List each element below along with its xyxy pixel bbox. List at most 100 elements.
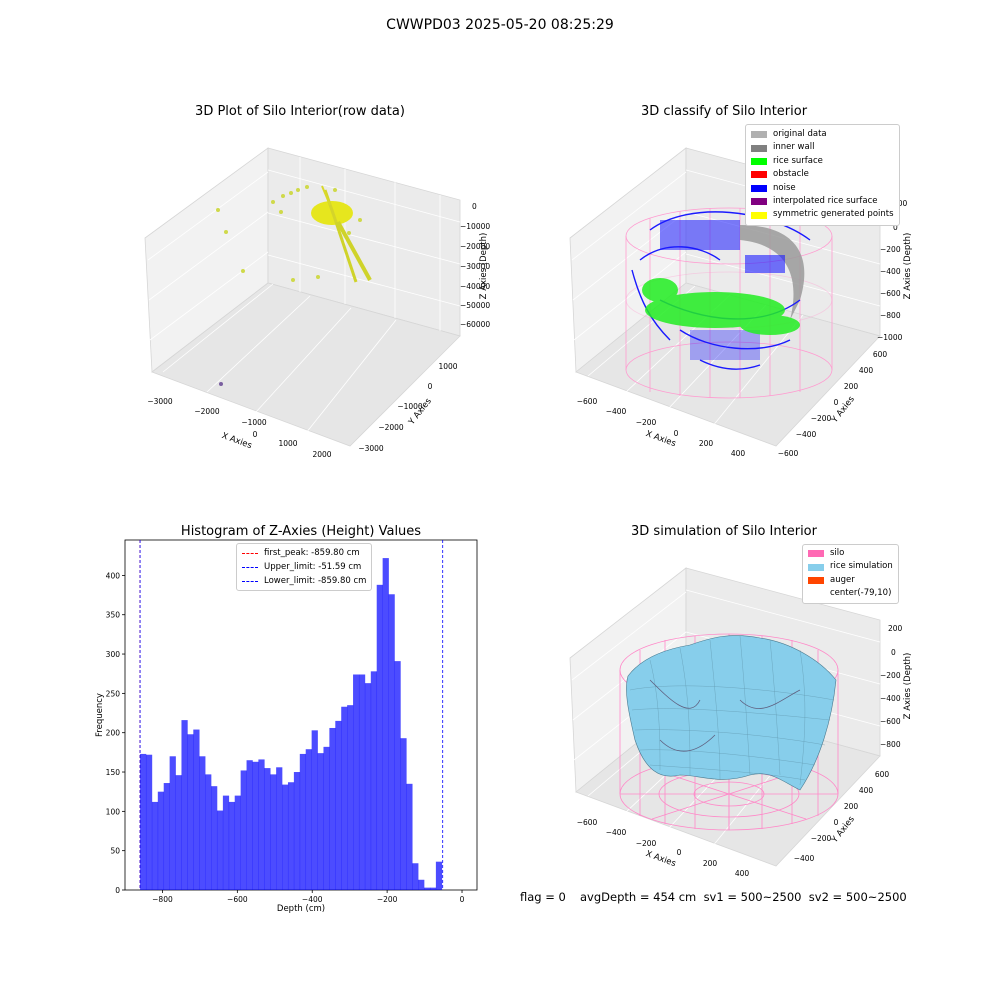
histogram-bar bbox=[205, 774, 212, 890]
histogram-bar bbox=[163, 783, 170, 890]
flag-status: flag = 0 bbox=[520, 890, 566, 904]
legend-item: auger bbox=[808, 574, 893, 587]
histogram-bar bbox=[358, 674, 366, 890]
histogram-y-tick-label: 250 bbox=[106, 689, 121, 698]
legend-swatch bbox=[751, 184, 767, 192]
legend-item: rice simulation bbox=[808, 560, 893, 573]
histogram-bar bbox=[353, 674, 360, 890]
histogram-bar bbox=[287, 782, 295, 890]
histogram-bar bbox=[429, 887, 437, 890]
histogram-bar bbox=[293, 772, 301, 890]
legend-item: center(-79,10) bbox=[808, 587, 893, 600]
histogram-bar bbox=[406, 783, 413, 890]
legend-swatch bbox=[751, 158, 767, 166]
histogram-bar bbox=[388, 594, 395, 890]
histogram-bar bbox=[424, 887, 431, 890]
legend-item: noise bbox=[751, 182, 894, 195]
histogram-bar bbox=[376, 584, 383, 890]
legend-swatch bbox=[808, 577, 824, 585]
legend-line bbox=[242, 552, 258, 554]
histogram-bar bbox=[418, 879, 425, 890]
legend-swatch bbox=[808, 590, 824, 598]
histogram-bar bbox=[400, 738, 407, 890]
histogram-bar bbox=[412, 863, 419, 890]
histogram-bar bbox=[364, 683, 372, 890]
legend-swatch bbox=[751, 131, 767, 139]
legend-item: interpolated rice surface bbox=[751, 195, 894, 208]
histogram-y-tick-label: 400 bbox=[106, 571, 121, 580]
histogram-bar bbox=[175, 775, 182, 890]
histogram-bar bbox=[193, 729, 200, 890]
histogram-bar bbox=[181, 720, 188, 890]
histogram-bar bbox=[317, 753, 324, 890]
histogram-x-tick-label: −800 bbox=[152, 895, 173, 904]
histogram-bar bbox=[151, 801, 159, 890]
legend-swatch bbox=[751, 211, 767, 219]
simulation-plot-title: 3D simulation of Silo Interior bbox=[631, 524, 817, 539]
histogram-bar bbox=[187, 734, 194, 890]
histogram-bar bbox=[323, 746, 330, 890]
histogram-bar bbox=[305, 749, 312, 890]
histogram-bar bbox=[140, 753, 147, 890]
legend-swatch bbox=[751, 171, 767, 179]
histogram-title: Histogram of Z-Axies (Height) Values bbox=[180, 524, 422, 539]
histogram-y-tick-label: 0 bbox=[115, 886, 120, 895]
histogram-bar bbox=[335, 720, 342, 890]
histogram-bar bbox=[299, 753, 307, 890]
legend-item: original data bbox=[751, 128, 894, 141]
histogram-bar bbox=[145, 754, 153, 890]
legend-swatch bbox=[751, 144, 767, 152]
histogram-vlines bbox=[139, 540, 444, 890]
histogram-y-tick-label: 300 bbox=[106, 650, 121, 659]
histogram-x-tick-label: −200 bbox=[377, 895, 398, 904]
histogram-bar bbox=[258, 759, 265, 890]
histogram-bar bbox=[211, 786, 218, 890]
histogram-bar bbox=[341, 706, 348, 890]
histogram-bar bbox=[276, 767, 283, 890]
legend-line bbox=[242, 580, 258, 582]
histogram-bar bbox=[382, 558, 389, 890]
histogram-bar bbox=[246, 760, 253, 890]
histogram-bar bbox=[435, 861, 443, 890]
histogram-bar bbox=[370, 671, 378, 890]
classify-legend: original data inner wall rice surface ob… bbox=[745, 124, 900, 226]
legend-item: Upper_limit: -51.59 cm bbox=[242, 560, 366, 574]
raw-plot-title: 3D Plot of Silo Interior(row data) bbox=[195, 104, 405, 119]
histogram-x-label: Depth (cm) bbox=[277, 904, 325, 914]
legend-swatch bbox=[751, 198, 767, 206]
histogram-bar bbox=[329, 727, 336, 890]
legend-item: first_peak: -859.80 cm bbox=[242, 546, 366, 560]
histogram-bar bbox=[216, 810, 224, 890]
figure-title: CWWPD03 2025-05-20 08:25:29 bbox=[386, 17, 614, 33]
legend-item: Lower_limit: -859.80 cm bbox=[242, 574, 366, 588]
histogram-x-tick-label: −600 bbox=[227, 895, 248, 904]
histogram-x-ticks: −800 −600 −400 −200 0 bbox=[152, 890, 465, 904]
histogram-x-tick-label: −400 bbox=[302, 895, 323, 904]
histogram-bar bbox=[169, 756, 176, 890]
histogram-bar bbox=[311, 730, 318, 890]
histogram-bar bbox=[282, 784, 289, 890]
legend-swatch bbox=[808, 550, 824, 558]
legend-line bbox=[242, 566, 258, 568]
legend-item: silo bbox=[808, 547, 893, 560]
histogram-bars bbox=[140, 558, 443, 890]
histogram-y-label: Frequency bbox=[95, 693, 105, 737]
histogram-bar bbox=[234, 795, 241, 890]
depth-summary: avgDepth = 454 cm sv1 = 500~2500 sv2 = 5… bbox=[580, 890, 907, 904]
legend-item: symmetric generated points bbox=[751, 208, 894, 221]
histogram-x-tick-label: 0 bbox=[460, 895, 465, 904]
histogram-y-tick-label: 350 bbox=[106, 611, 121, 620]
histogram-bar bbox=[157, 791, 165, 890]
histogram-legend: first_peak: -859.80 cm Upper_limit: -51.… bbox=[236, 543, 373, 591]
histogram-bar bbox=[240, 770, 247, 890]
simulation-legend: silo rice simulation auger center(-79,10… bbox=[802, 544, 899, 604]
classify-plot-title: 3D classify of Silo Interior bbox=[640, 104, 808, 119]
histogram-bar bbox=[394, 661, 401, 890]
histogram-bar bbox=[347, 705, 354, 890]
histogram-y-tick-label: 200 bbox=[106, 729, 121, 738]
legend-item: rice surface bbox=[751, 155, 894, 168]
histogram-y-ticks: 0 50 100 150 200 250 300 350 400 bbox=[106, 571, 125, 895]
histogram-y-tick-label: 100 bbox=[106, 807, 121, 816]
histogram-bar bbox=[228, 801, 236, 890]
